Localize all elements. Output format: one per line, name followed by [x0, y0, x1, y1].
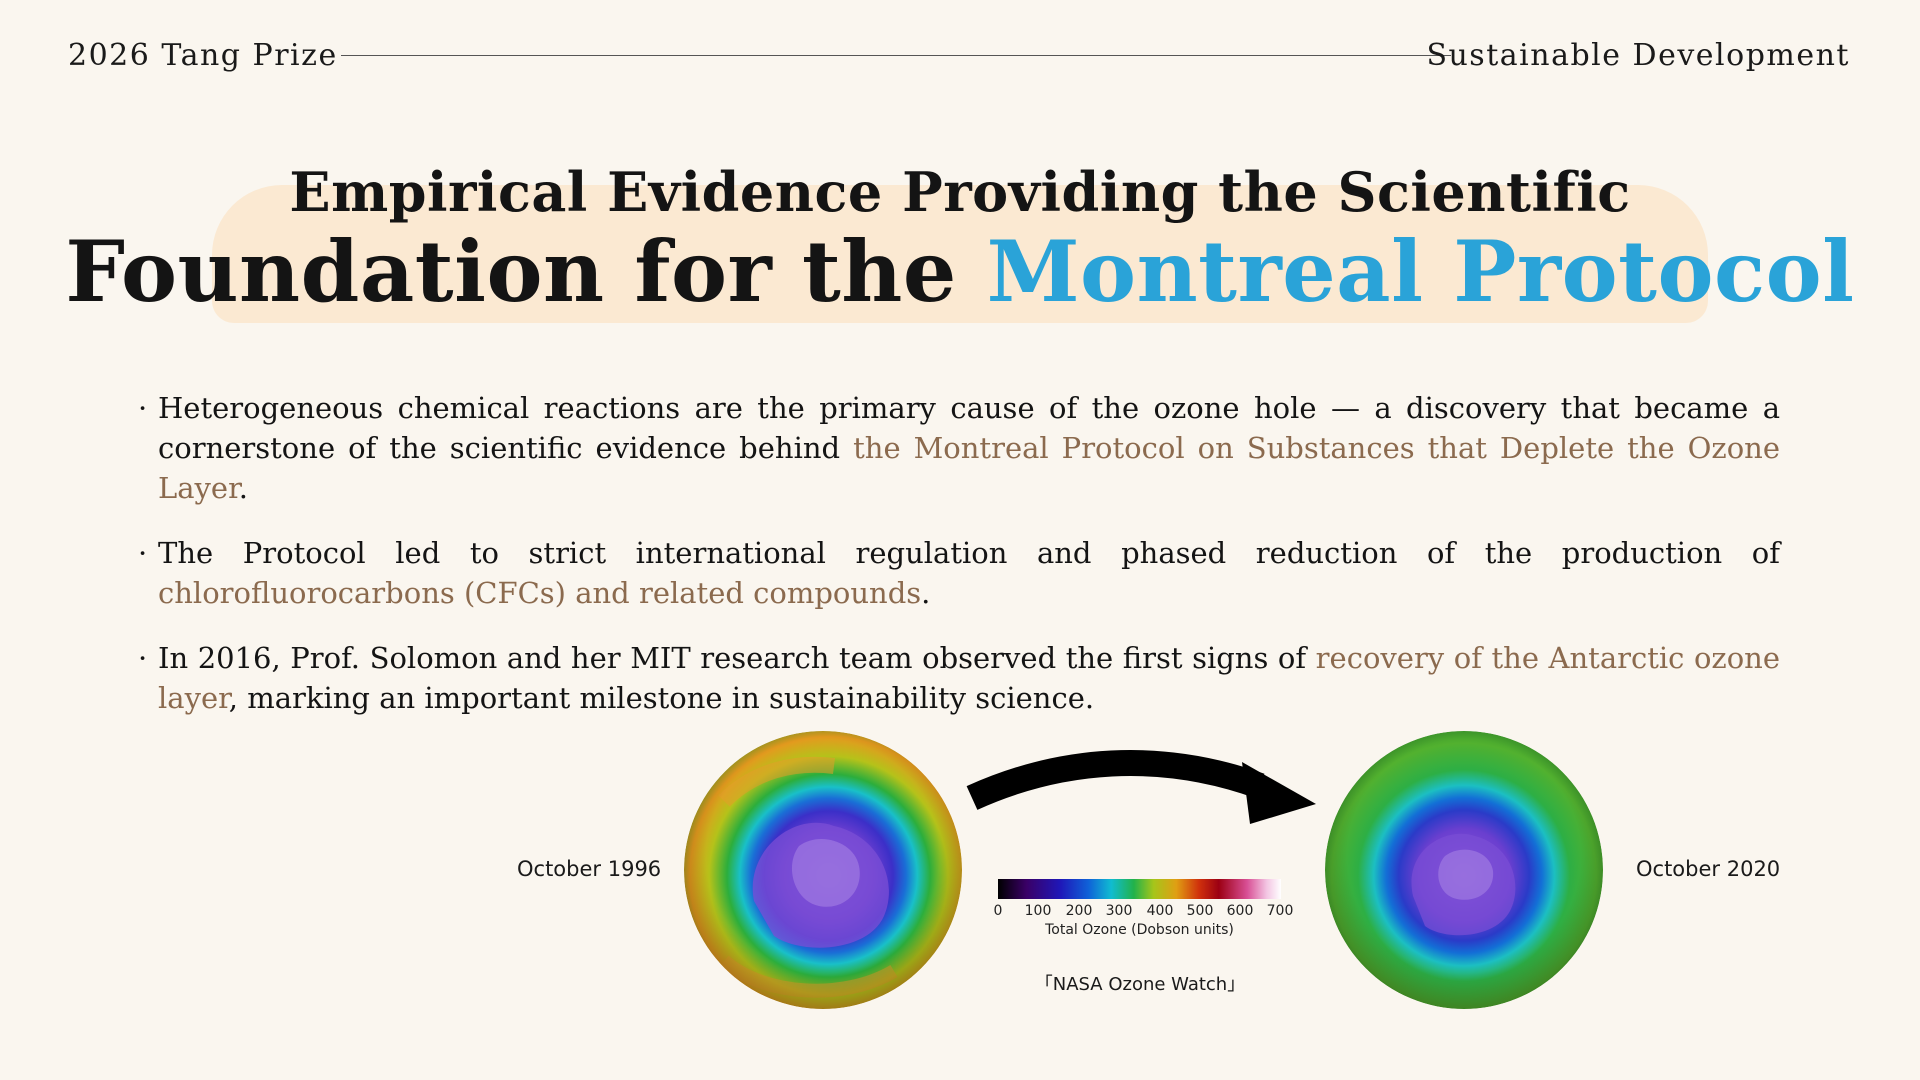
bullet-text: The Protocol led to strict international… [158, 536, 1780, 570]
bullet-list: · Heterogeneous chemical reactions are t… [138, 388, 1780, 743]
bullet-item: · Heterogeneous chemical reactions are t… [138, 388, 1780, 508]
ozone-globe-2020 [1325, 731, 1603, 1009]
title-line-1: Empirical Evidence Providing the Scienti… [289, 160, 1631, 224]
ozone-globe-1996-image [684, 731, 962, 1009]
header-category: Sustainable Development [1426, 38, 1850, 73]
colorbar-tick: 300 [1105, 903, 1133, 919]
right-arrow-icon [966, 750, 1316, 824]
colorbar-tick: 200 [1065, 903, 1093, 919]
bullet-text-end: . [238, 471, 248, 505]
globe-label-1996: October 1996 [517, 857, 662, 881]
image-credit: 「NASA Ozone Watch」 [1034, 974, 1246, 995]
globe-label-2020: October 2020 [1636, 857, 1781, 881]
colorbar-tick: 500 [1186, 903, 1214, 919]
colorbar-tick: 600 [1226, 903, 1254, 919]
bullet-highlight: recovery of the Antarctic ozone layer [158, 641, 1780, 715]
ozone-globe-1996 [684, 731, 962, 1009]
bullet-item: · The Protocol led to strict internation… [138, 533, 1780, 613]
bullet-text-end: , marking an important milestone in sust… [228, 681, 1095, 715]
header-divider [341, 55, 1451, 56]
bullet-text-end: . [921, 576, 931, 610]
colorbar-label: Total Ozone (Dobson units) [1045, 922, 1234, 938]
title-highlight-band [212, 185, 1708, 323]
bullet-text: Heterogeneous chemical reactions are the… [158, 391, 1780, 465]
ozone-colorbar [998, 879, 1281, 899]
colorbar-tick: 700 [1266, 903, 1294, 919]
bullet-highlight: chlorofluorocarbons (CFCs) and related c… [158, 576, 922, 610]
bullet-item: · In 2016, Prof. Solomon and her MIT res… [138, 638, 1780, 718]
colorbar-tick: 400 [1146, 903, 1174, 919]
bullet-dot: · [138, 391, 148, 425]
title-line-2-accent: Montreal Protocol [986, 222, 1855, 321]
bullet-text: In 2016, Prof. Solomon and her MIT resea… [158, 641, 1316, 675]
colorbar-tick: 0 [993, 903, 1003, 919]
title-line-2: Foundation for the Montreal Protocol [0, 222, 1920, 321]
bullet-dot: · [138, 536, 148, 570]
ozone-globe-2020-image [1325, 731, 1603, 1009]
colorbar-tick: 100 [1024, 903, 1052, 919]
header-title: 2026 Tang Prize [68, 38, 338, 73]
title-line-2-plain: Foundation for the [65, 222, 987, 321]
bullet-highlight: the Montreal Protocol on Substances that… [158, 431, 1780, 505]
bullet-dot: · [138, 641, 148, 675]
